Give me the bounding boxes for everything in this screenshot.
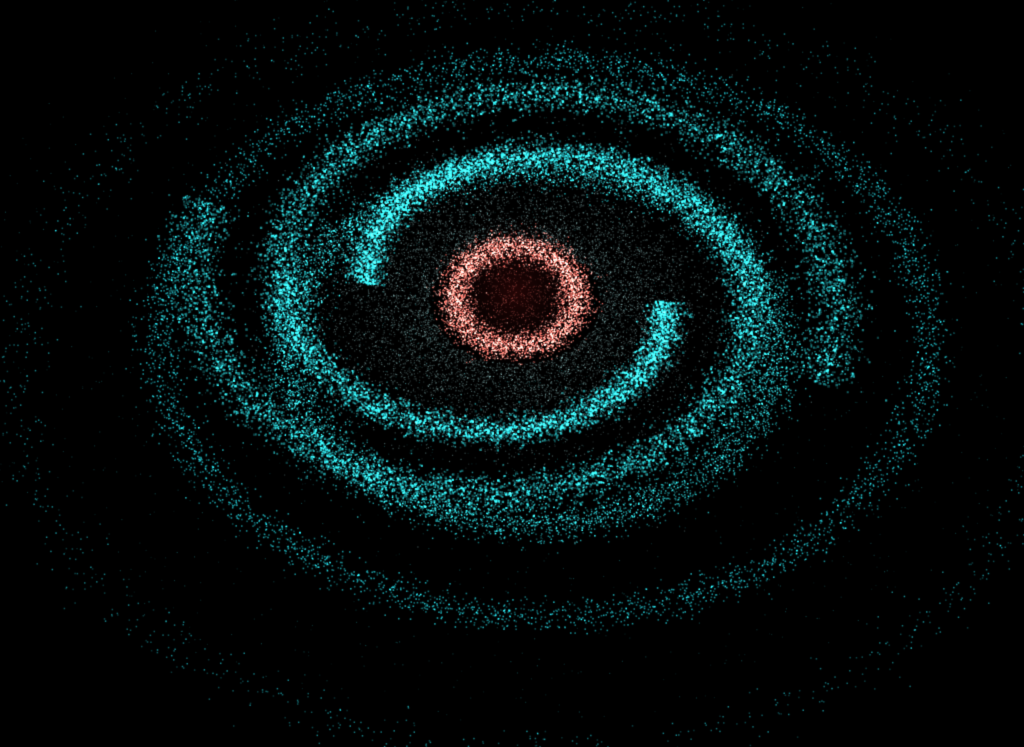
galaxy-particle-canvas	[0, 0, 1024, 747]
